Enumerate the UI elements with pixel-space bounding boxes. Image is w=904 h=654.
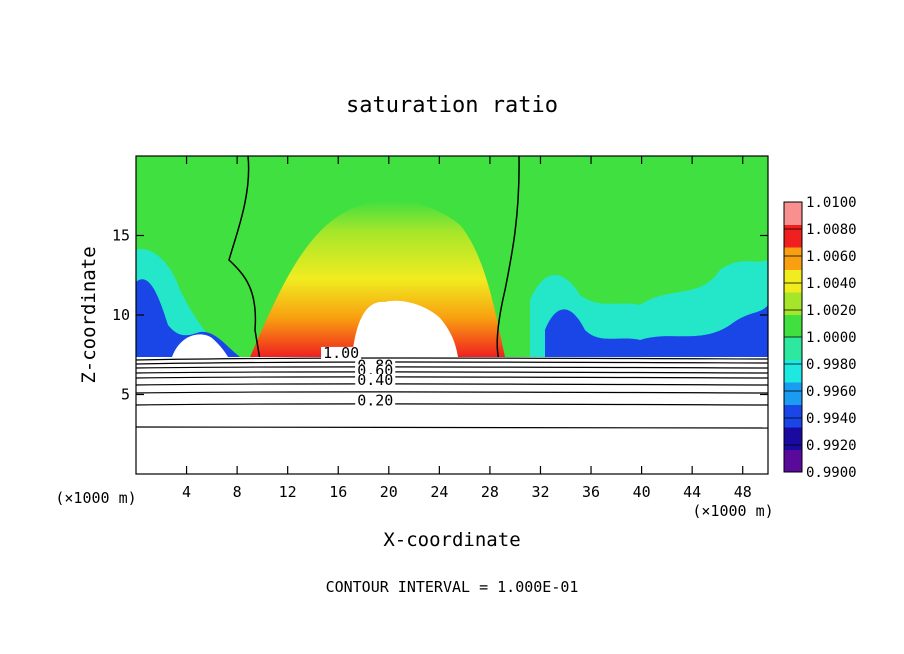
colorbar: 1.0100 1.0080 1.0060 1.0040 1.0020 1.0000 0.99… — [783, 195, 857, 481]
colorbar-label: 1.0100 — [806, 195, 857, 211]
x-tick-label: 4 — [182, 483, 191, 501]
y-tick-label: 5 — [121, 386, 130, 404]
x-unit-label-left: (×1000 m) — [55, 489, 136, 507]
x-tick-label: 40 — [633, 483, 651, 501]
contour-label-bg — [355, 373, 396, 388]
chart-title: saturation ratio — [346, 93, 558, 118]
colorbar-label: 0.9900 — [806, 465, 857, 481]
contour-line — [136, 391, 768, 394]
contour-label: 0.20 — [357, 392, 393, 410]
colorbar-segment — [784, 404, 802, 428]
cloud-cyan-right — [530, 260, 768, 357]
colorbar-segment — [784, 314, 802, 338]
x-tick-label: 32 — [531, 483, 549, 501]
cloud-blue-right — [545, 305, 768, 357]
colorbar-segment — [784, 359, 802, 383]
colorbar-label: 0.9920 — [806, 438, 857, 454]
x-tick-label: 28 — [481, 483, 499, 501]
mound-left — [172, 334, 228, 357]
contour-label: 1.00 — [323, 344, 359, 362]
contour-line — [136, 403, 768, 406]
supersaturated-arch — [250, 200, 505, 357]
x-tick-label: 48 — [734, 483, 752, 501]
colorbar-label: 1.0000 — [806, 330, 857, 346]
contour-line — [136, 371, 768, 374]
contour-line — [136, 366, 768, 369]
x-tick-label: 20 — [380, 483, 398, 501]
colorbar-segment — [784, 382, 802, 405]
subsaturated-contours — [136, 357, 768, 429]
colorbar-segment — [784, 202, 802, 225]
contour-line — [136, 383, 768, 386]
colorbar-label: 1.0040 — [806, 276, 857, 292]
colorbar-label: 1.0060 — [806, 249, 857, 265]
x-tick-label: 36 — [582, 483, 600, 501]
x-tick-label: 44 — [683, 483, 701, 501]
colorbar-label: 1.0020 — [806, 303, 857, 319]
subsaturated-layer — [136, 357, 768, 474]
contour-label-bg — [321, 346, 362, 361]
arch-core — [352, 300, 458, 357]
colorbar-segment — [784, 247, 802, 270]
colorbar-segment — [784, 427, 802, 450]
colorbar-label: 0.9960 — [806, 384, 857, 400]
colorbar-segment — [784, 337, 802, 360]
contour-labels: 1.000.800.600.400.20 — [321, 344, 396, 410]
x-axis-ticks: 4 8 12 16 20 24 28 32 36 40 44 48 — [182, 156, 752, 501]
contour-line — [136, 361, 768, 365]
contour-1.00-right — [496, 156, 520, 361]
contour-line — [136, 357, 768, 361]
contour-label: 0.40 — [357, 371, 393, 389]
y-axis-label: Z-coordinate — [78, 246, 100, 383]
colorbar-segment — [784, 269, 802, 293]
x-tick-label: 12 — [279, 483, 297, 501]
x-tick-label: 24 — [430, 483, 448, 501]
x-tick-label: 8 — [233, 483, 242, 501]
y-axis-ticks: 5 10 15 — [112, 227, 768, 404]
contour-interval-note: CONTOUR INTERVAL = 1.000E-01 — [326, 578, 579, 596]
colorbar-label: 0.9980 — [806, 357, 857, 373]
contour-line — [136, 376, 768, 379]
cloud-blue-left — [136, 279, 240, 357]
plot-field — [136, 156, 768, 474]
contour-1.00-left — [228, 156, 261, 361]
colorbar-segment — [784, 224, 802, 248]
contour-label-bg — [355, 394, 396, 409]
x-tick-label: 16 — [329, 483, 347, 501]
colorbar-label: 0.9940 — [806, 411, 857, 427]
y-tick-label: 10 — [112, 306, 130, 324]
colorbar-segment — [784, 449, 802, 473]
x-unit-label-right: (×1000 m) — [692, 502, 773, 520]
colorbar-segment — [784, 292, 802, 315]
x-axis-label: X-coordinate — [383, 529, 520, 551]
y-tick-label: 15 — [112, 227, 130, 245]
colorbar-label: 1.0080 — [806, 222, 857, 238]
